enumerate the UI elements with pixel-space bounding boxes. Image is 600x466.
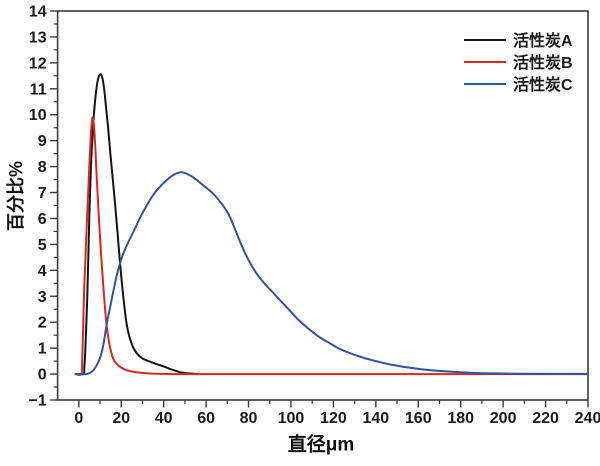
y-tick-label: 12 — [29, 55, 47, 72]
x-tick-label: 120 — [320, 410, 347, 427]
x-axis-title: 直径μm — [287, 434, 355, 456]
y-tick-label: 4 — [38, 263, 47, 280]
x-tick-label: 0 — [74, 410, 83, 427]
series-curve-2 — [74, 171, 589, 376]
y-tick-label: 9 — [38, 133, 47, 150]
plot-frame — [56, 10, 589, 401]
y-tick-label: 3 — [38, 289, 47, 306]
legend-item-0: 活性炭A — [464, 31, 573, 50]
x-tick-label: 220 — [532, 410, 559, 427]
x-tick-label: 200 — [490, 410, 517, 427]
y-tick-label: 13 — [29, 29, 47, 46]
y-tick-label: 1 — [38, 341, 47, 358]
x-tick-label: 60 — [197, 410, 215, 427]
legend-label: 活性炭C — [513, 75, 573, 94]
y-tick-label: 6 — [38, 211, 47, 228]
y-tick-label: 0 — [38, 367, 47, 384]
x-tick-label: 80 — [240, 410, 258, 427]
y-tick-label: 11 — [30, 81, 47, 98]
legend-item-2: 活性炭C — [464, 75, 573, 94]
y-tick-label: 5 — [38, 237, 47, 254]
x-tick-label: 140 — [362, 410, 389, 427]
y-tick-label: 8 — [38, 159, 47, 176]
x-tick-label: 240 — [575, 410, 600, 427]
y-tick-label: 2 — [38, 315, 47, 332]
series-curve-0 — [74, 73, 199, 376]
y-tick-label: 14 — [29, 4, 47, 21]
y-tick-label: 10 — [29, 107, 47, 124]
legend-label: 活性炭B — [513, 53, 573, 72]
y-axis-title: 百分比% — [6, 160, 26, 232]
legend-item-1: 活性炭B — [464, 53, 573, 72]
y-tick-label: −1 — [28, 393, 46, 410]
x-tick-label: 40 — [155, 410, 173, 427]
legend-label: 活性炭A — [513, 31, 573, 50]
legend: 活性炭A 活性炭B 活性炭C — [464, 31, 573, 94]
series-curve-1 — [74, 116, 589, 377]
x-tick-label: 180 — [447, 410, 474, 427]
x-tick-label: 160 — [405, 410, 432, 427]
x-tick-label: 100 — [278, 410, 305, 427]
x-tick-label: 20 — [112, 410, 130, 427]
y-tick-label: 7 — [38, 185, 47, 202]
